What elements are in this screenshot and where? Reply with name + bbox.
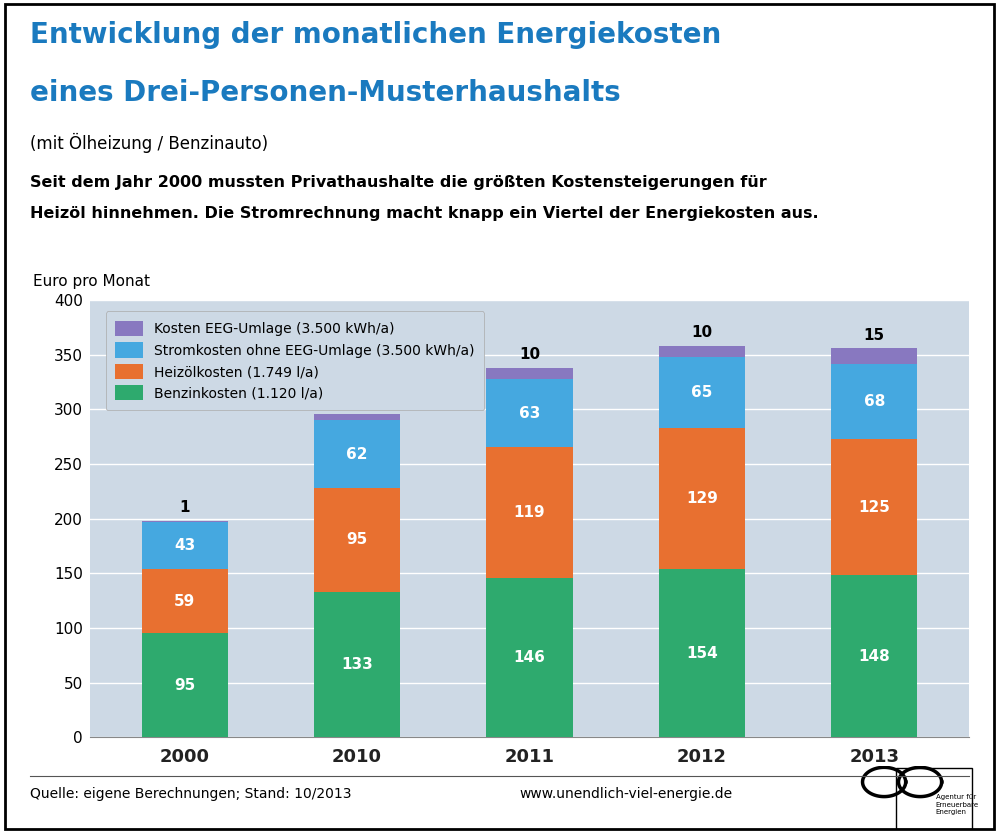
Text: 95: 95: [174, 678, 196, 693]
Text: Agentur für
Erneuerbare
Energien: Agentur für Erneuerbare Energien: [936, 795, 979, 816]
Text: 65: 65: [691, 385, 712, 400]
Text: 15: 15: [864, 327, 885, 342]
Bar: [314, 488, 401, 591]
Text: 129: 129: [686, 491, 718, 506]
Text: 125: 125: [858, 500, 890, 515]
Text: Euro pro Monat: Euro pro Monat: [33, 274, 150, 289]
Bar: [314, 414, 401, 420]
Bar: [487, 577, 572, 737]
Text: 63: 63: [518, 406, 540, 421]
Bar: [142, 569, 228, 633]
Text: 10: 10: [691, 326, 712, 341]
Bar: [658, 428, 745, 569]
Text: www.unendlich-viel-energie.de: www.unendlich-viel-energie.de: [519, 787, 732, 801]
Text: 148: 148: [858, 649, 890, 664]
Bar: [142, 633, 228, 737]
Bar: [831, 364, 917, 439]
Bar: [831, 576, 917, 737]
Bar: [314, 420, 401, 488]
Text: 62: 62: [347, 446, 368, 461]
Bar: [658, 357, 745, 428]
Text: 6: 6: [352, 393, 363, 408]
Text: eines Drei-Personen-Musterhaushalts: eines Drei-Personen-Musterhaushalts: [30, 79, 620, 107]
Text: 95: 95: [347, 532, 368, 547]
Text: 43: 43: [174, 538, 196, 553]
Text: Entwicklung der monatlichen Energiekosten: Entwicklung der monatlichen Energiekoste…: [30, 21, 721, 49]
Bar: [487, 367, 572, 378]
Text: 10: 10: [518, 347, 540, 362]
Bar: [658, 346, 745, 357]
Text: Heizöl hinnehmen. Die Stromrechnung macht knapp ein Viertel der Energiekosten au: Heizöl hinnehmen. Die Stromrechnung mach…: [30, 206, 818, 221]
Bar: [487, 447, 572, 577]
Bar: [142, 521, 228, 569]
Bar: [314, 591, 401, 737]
Bar: [831, 348, 917, 364]
Text: 1: 1: [180, 501, 190, 516]
Legend: Kosten EEG-Umlage (3.500 kWh/a), Stromkosten ohne EEG-Umlage (3.500 kWh/a), Heiz: Kosten EEG-Umlage (3.500 kWh/a), Stromko…: [106, 312, 485, 411]
Text: (mit Ölheizung / Benzinauto): (mit Ölheizung / Benzinauto): [30, 133, 268, 153]
Text: 133: 133: [342, 657, 373, 672]
Bar: [658, 569, 745, 737]
Bar: [487, 378, 572, 447]
Text: 68: 68: [863, 394, 885, 409]
Text: Quelle: eigene Berechnungen; Stand: 10/2013: Quelle: eigene Berechnungen; Stand: 10/2…: [30, 787, 352, 801]
Bar: [831, 439, 917, 576]
Text: Seit dem Jahr 2000 mussten Privathaushalte die größten Kostensteigerungen für: Seit dem Jahr 2000 mussten Privathaushal…: [30, 175, 766, 190]
FancyBboxPatch shape: [896, 768, 972, 829]
Text: 59: 59: [174, 594, 196, 609]
Text: 146: 146: [513, 650, 545, 665]
Text: 154: 154: [686, 646, 717, 661]
Text: 119: 119: [513, 505, 545, 520]
